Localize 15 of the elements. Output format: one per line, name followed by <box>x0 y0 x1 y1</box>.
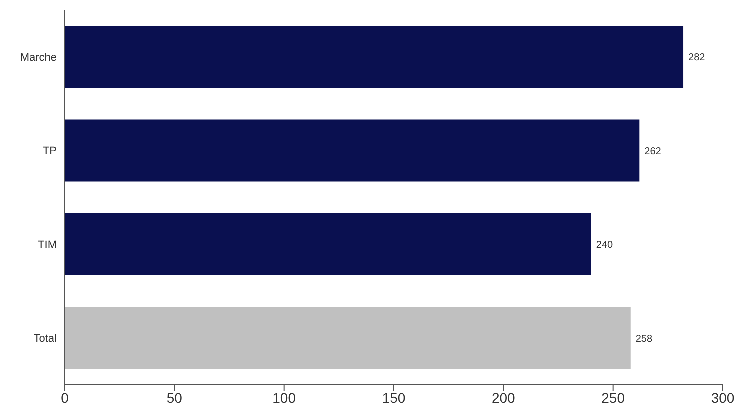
data-label: 258 <box>636 334 654 345</box>
y-tick-label: Total <box>34 333 57 346</box>
x-tick-label: 150 <box>382 390 406 406</box>
data-label: 240 <box>596 240 614 252</box>
x-tick-label: 50 <box>166 390 183 406</box>
y-tick-label: Marche <box>20 52 57 64</box>
data-label: 262 <box>644 146 662 158</box>
x-tick-label: 0 <box>61 390 70 406</box>
data-label: 282 <box>688 52 706 64</box>
x-tick-label: 300 <box>711 390 735 406</box>
x-tick-label: 200 <box>492 390 516 406</box>
x-tick-label: 250 <box>602 390 626 406</box>
x-tick-label: 100 <box>272 390 296 406</box>
y-tick-label: TP <box>42 146 57 158</box>
y-tick-label: TIM <box>38 239 57 252</box>
